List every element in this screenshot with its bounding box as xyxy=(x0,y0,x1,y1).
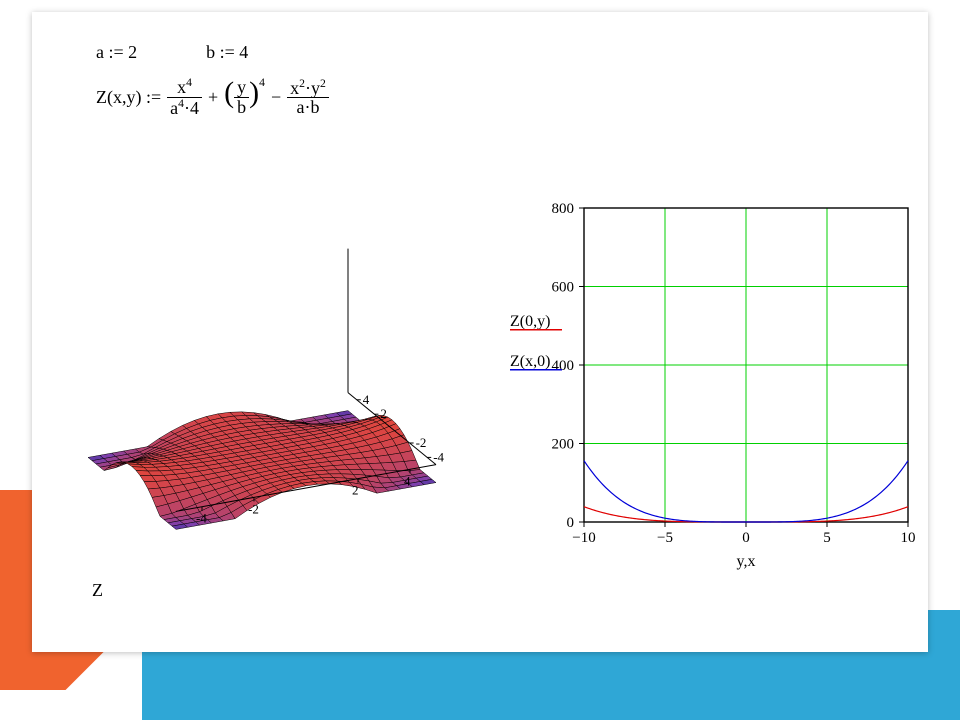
surface-plot: -4-224-4-224 xyxy=(72,192,472,572)
formula-z: Z(x,y) := x4 a4·4 + ( y b ) 4 − xyxy=(96,77,329,118)
svg-text:10: 10 xyxy=(901,530,916,546)
formula-term2: ( y b ) 4 xyxy=(224,78,265,117)
svg-text:Z(x,0): Z(x,0) xyxy=(510,353,550,370)
svg-text:4: 4 xyxy=(363,392,370,407)
formula-term1: x4 a4·4 xyxy=(167,77,202,118)
svg-text:800: 800 xyxy=(552,201,575,217)
svg-text:-4: -4 xyxy=(196,511,207,526)
svg-text:5: 5 xyxy=(823,530,831,546)
svg-text:-2: -2 xyxy=(248,501,259,516)
svg-text:-2: -2 xyxy=(416,435,427,450)
line-chart: −10 −5 0 5 10 0 200 400 600 800 y,x Z(0,y) Z(x,0) xyxy=(502,198,922,578)
svg-text:Z(0,y): Z(0,y) xyxy=(510,313,550,330)
svg-text:y,x: y,x xyxy=(737,553,756,570)
svg-text:−5: −5 xyxy=(657,530,673,546)
param-a: a := 2 xyxy=(96,42,137,63)
svg-text:0: 0 xyxy=(567,515,575,531)
formula-lhs: Z(x,y) := xyxy=(96,87,161,108)
param-b: b := 4 xyxy=(206,42,248,63)
svg-text:2: 2 xyxy=(380,406,387,421)
svg-text:400: 400 xyxy=(552,358,575,374)
svg-text:2: 2 xyxy=(352,483,359,498)
content-card: a := 2 b := 4 Z(x,y) := x4 a4·4 + ( y b xyxy=(32,12,928,652)
surface-z-label: Z xyxy=(92,580,103,601)
equation-block: a := 2 b := 4 Z(x,y) := x4 a4·4 + ( y b xyxy=(96,42,329,118)
svg-text:600: 600 xyxy=(552,280,575,296)
formula-term3: x2·y2 a·b xyxy=(287,78,329,118)
svg-text:4: 4 xyxy=(404,473,411,488)
svg-text:-4: -4 xyxy=(433,449,444,464)
svg-text:200: 200 xyxy=(552,437,575,453)
svg-text:−10: −10 xyxy=(572,530,595,546)
svg-text:0: 0 xyxy=(742,530,750,546)
